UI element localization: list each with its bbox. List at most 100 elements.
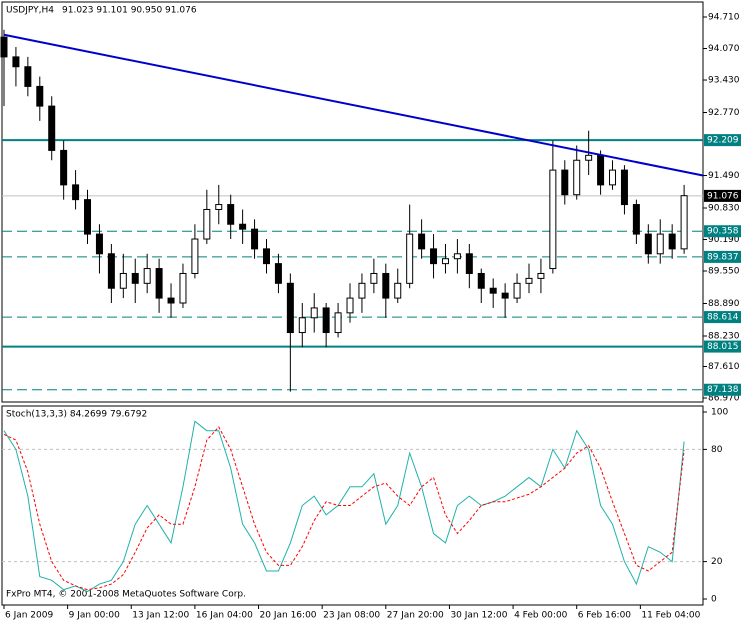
- x-tick-label: 6 Jan 2009: [5, 611, 53, 621]
- y-tick-label: 92.770: [708, 108, 740, 118]
- price-panel: [1, 1, 704, 403]
- level-label: 92.209: [707, 136, 739, 146]
- candle-body: [573, 159, 581, 196]
- level-label-box: [704, 340, 741, 353]
- candle-body: [107, 253, 115, 289]
- level-label: 88.614: [707, 313, 739, 323]
- candle-body: [179, 272, 187, 304]
- candle-body: [36, 85, 44, 107]
- candle-body: [227, 204, 235, 225]
- y-tick-label: 94.710: [708, 13, 740, 23]
- candle-body: [597, 154, 605, 186]
- x-tick-label: 11 Feb 04:00: [641, 611, 700, 621]
- candle-body: [24, 66, 32, 87]
- x-tick-label: 4 Feb 00:00: [514, 611, 568, 621]
- candle-body: [274, 263, 282, 284]
- candle-body: [430, 248, 438, 265]
- y-tick-label: 88.890: [708, 299, 740, 309]
- candle-body: [477, 272, 485, 289]
- x-tick-label: 23 Jan 08:00: [323, 611, 380, 621]
- candle-body: [656, 233, 664, 255]
- trendline: [3, 33, 704, 177]
- level-label-box: [704, 225, 741, 238]
- candle-body: [298, 317, 306, 334]
- x-tick-label: 30 Jan 12:00: [450, 611, 507, 621]
- candle-body: [346, 297, 354, 314]
- candle-body: [155, 268, 163, 299]
- candle-body: [286, 282, 294, 334]
- candle-body: [84, 199, 92, 235]
- y-tick-label: 91.490: [708, 171, 740, 181]
- candle-body: [310, 307, 318, 319]
- level-label-box: [704, 383, 741, 396]
- indicator-title: Stoch(13,3,3) 84.2699 79.6792: [6, 410, 147, 420]
- candle-body: [668, 233, 676, 250]
- y-tick-label: 100: [711, 407, 728, 417]
- candle-body: [334, 312, 342, 334]
- y-tick-label: 93.430: [708, 76, 740, 86]
- y-tick-label: 80: [711, 445, 723, 455]
- level-label: 90.358: [707, 227, 739, 237]
- chart-title: USDJPY,H4: [6, 6, 54, 16]
- candle-body: [322, 307, 330, 334]
- copyright: FxPro MT4, © 2001-2008 MetaQuotes Softwa…: [6, 590, 246, 600]
- y-tick-label: 88.230: [708, 331, 740, 341]
- y-tick-label: 87.610: [708, 362, 740, 372]
- stoch-line: [3, 420, 685, 593]
- candle-body: [489, 287, 497, 294]
- level-label: 88.015: [707, 342, 739, 352]
- x-tick-label: 20 Jan 16:00: [260, 611, 317, 621]
- y-tick-label: 86.970: [708, 394, 740, 404]
- candle-body: [525, 277, 533, 284]
- candle-body: [239, 223, 247, 230]
- y-tick-label: 0: [711, 595, 717, 605]
- y-tick-label: 94.070: [708, 44, 740, 54]
- candle-body: [203, 208, 211, 240]
- candle-body: [370, 272, 378, 284]
- candle-body: [418, 233, 426, 250]
- candle-body: [95, 233, 103, 255]
- x-tick-label: 16 Jan 04:00: [196, 611, 253, 621]
- candle-body: [632, 204, 640, 235]
- x-tick-label: 13 Jan 12:00: [132, 611, 189, 621]
- candle-body: [609, 169, 617, 186]
- x-tick-label: 9 Jan 00:00: [69, 611, 121, 621]
- candle-body: [680, 195, 688, 250]
- candle-body: [143, 268, 151, 284]
- y-tick-label: 90.830: [708, 204, 740, 214]
- candle-body: [453, 253, 461, 260]
- candle-body: [406, 233, 414, 284]
- y-tick-label: 20: [711, 557, 723, 567]
- candle-body: [131, 272, 139, 284]
- current-price-box: [704, 189, 741, 202]
- candle-body: [72, 184, 80, 201]
- candle-body: [12, 56, 20, 68]
- candle-body: [549, 169, 557, 270]
- level-label: 89.837: [707, 252, 739, 262]
- level-label-box: [704, 250, 741, 263]
- level-label-box: [704, 134, 741, 147]
- candle-body: [0, 36, 8, 58]
- level-label: 87.138: [707, 385, 739, 395]
- candle-body: [191, 238, 199, 274]
- level-label-box: [704, 311, 741, 324]
- candle-body: [167, 297, 175, 304]
- stoch-line: [3, 426, 685, 591]
- y-tick-label: 89.550: [708, 267, 740, 277]
- candle-body: [251, 228, 259, 250]
- x-tick-label: 27 Jan 20:00: [387, 611, 444, 621]
- candle-body: [382, 272, 390, 299]
- candle-body: [561, 169, 569, 196]
- candle-body: [394, 282, 402, 299]
- candle-body: [358, 282, 366, 299]
- candle-body: [465, 253, 473, 274]
- stoch-panel: [1, 405, 704, 606]
- candle-body: [119, 272, 127, 289]
- candle-body: [501, 292, 509, 299]
- y-tick-label: 90.190: [708, 235, 740, 245]
- candle-body: [48, 105, 56, 151]
- current-price-label: 91.076: [707, 191, 739, 201]
- candle-body: [60, 149, 68, 186]
